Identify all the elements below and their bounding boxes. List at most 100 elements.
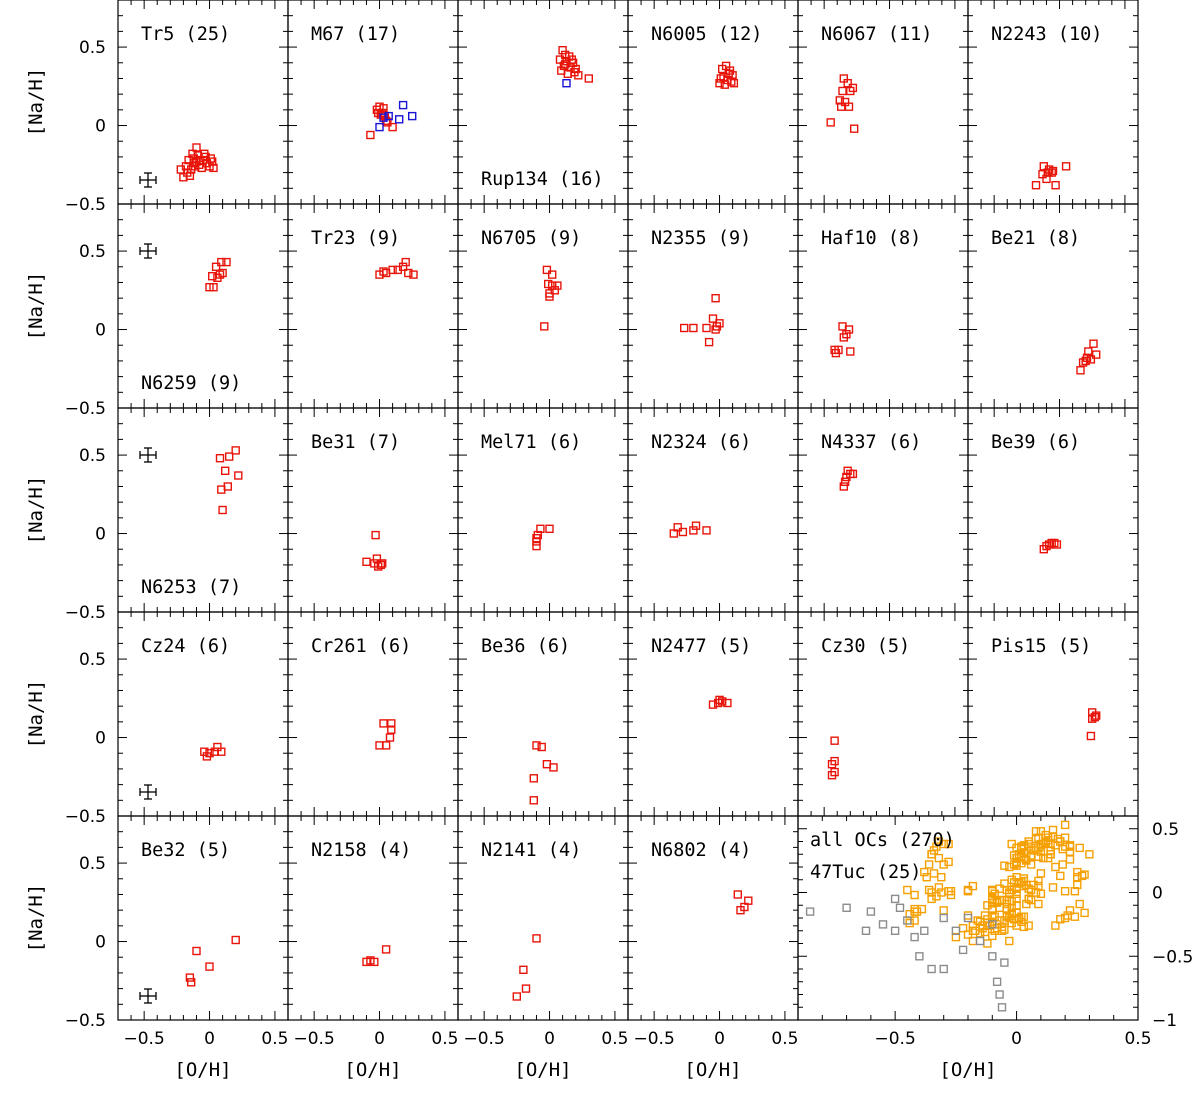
data-point-all-ocs: [1002, 904, 1012, 914]
data-point: [708, 314, 718, 323]
data-point-all-ocs: [1060, 842, 1070, 851]
data-point: [519, 965, 528, 974]
data-point: [1048, 166, 1058, 176]
data-point: [205, 962, 214, 971]
panel-label: Haf10 (8): [821, 228, 921, 249]
panel-label: N2355 (9): [651, 228, 751, 249]
data-point: [533, 530, 542, 540]
data-point: [1061, 162, 1071, 171]
data-point-all-ocs: [1060, 833, 1070, 842]
data-point-all-ocs: [939, 860, 948, 869]
data-point: [715, 319, 724, 328]
data-point: [1052, 540, 1062, 549]
data-point: [379, 104, 388, 113]
x-tick-label: 0.5: [1124, 1029, 1151, 1049]
data-point: [680, 323, 689, 333]
panel-label: N2324 (6): [651, 432, 751, 453]
data-point-all-ocs: [944, 887, 953, 896]
data-point: [711, 294, 720, 303]
data-point: [217, 257, 226, 267]
data-point-all-ocs: [922, 873, 931, 882]
data-point: [512, 992, 521, 1001]
x-tick-label: −0.5: [464, 1029, 505, 1049]
x-axis-label: [O/H]: [684, 1059, 741, 1081]
y-tick-label: 0: [95, 729, 106, 749]
data-point-all-ocs: [1048, 883, 1058, 892]
y-tick-label: 0: [95, 117, 106, 137]
data-point-all-ocs: [1000, 925, 1009, 934]
data-point-blue: [562, 78, 571, 88]
panel-label: N2141 (4): [481, 840, 581, 861]
data-point: [1090, 712, 1100, 722]
data-point-all-ocs: [934, 837, 944, 846]
data-point-all-ocs: [1060, 887, 1070, 896]
data-point: [1038, 169, 1047, 179]
data-point: [183, 168, 192, 177]
data-point-47tuc: [910, 932, 919, 942]
data-point-47tuc: [920, 926, 929, 935]
data-point: [826, 118, 835, 127]
data-point: [387, 725, 396, 734]
data-point: [542, 265, 552, 275]
y-tick-label: −0.5: [65, 603, 106, 623]
panel-label: Tr23 (9): [311, 228, 400, 249]
data-point-47tuc: [805, 907, 815, 916]
x-tick-label: −0.5: [294, 1029, 335, 1049]
data-point: [385, 733, 395, 742]
data-point-47tuc: [988, 952, 997, 961]
data-point-all-ocs: [910, 890, 919, 900]
data-point: [387, 719, 396, 728]
x-axis-label: [O/H]: [344, 1059, 401, 1081]
data-point-47tuc: [939, 913, 948, 923]
data-point-all-ocs: [939, 906, 948, 915]
data-point-all-ocs: [1036, 869, 1046, 878]
data-point-all-ocs: [1012, 908, 1021, 918]
data-point-all-ocs: [1063, 911, 1072, 920]
data-point-all-ocs: [1000, 861, 1009, 870]
data-point-all-ocs: [1085, 850, 1094, 859]
data-point: [1050, 538, 1059, 548]
data-point-47tuc: [995, 990, 1004, 999]
data-point-47tuc: [878, 920, 888, 929]
data-point: [834, 345, 843, 355]
data-point: [715, 78, 724, 88]
data-point: [584, 74, 593, 83]
data-point: [192, 946, 201, 956]
data-point: [521, 984, 531, 993]
y-tick-label-right: 0.5: [1152, 820, 1179, 840]
y-tick-label: 0.5: [79, 854, 106, 874]
x-tick-label: −0.5: [124, 1029, 165, 1049]
data-point-all-ocs: [1012, 884, 1021, 893]
data-point-all-ocs: [920, 867, 929, 877]
panel-label: Tr5 (25): [141, 24, 230, 45]
data-point-all-ocs: [1017, 843, 1026, 853]
data-point: [529, 796, 538, 805]
data-point-47tuc: [975, 936, 985, 946]
data-point: [388, 265, 397, 275]
data-point-all-ocs: [924, 860, 934, 869]
data-point-all-ocs: [929, 869, 939, 878]
data-point-47tuc: [866, 907, 876, 916]
data-point: [398, 262, 408, 271]
data-point: [1051, 180, 1060, 190]
y-tick-label: 0: [95, 933, 106, 953]
y-tick-label: −0.5: [65, 195, 106, 215]
x-tick-label: 0: [1011, 1029, 1022, 1049]
y-tick-label: −0.5: [65, 807, 106, 827]
x-tick-label: 0: [714, 1029, 725, 1049]
data-point: [404, 268, 413, 278]
panel-label: Be31 (7): [311, 432, 400, 453]
data-point-all-ocs: [1080, 908, 1089, 918]
data-point: [189, 158, 199, 168]
data-point-all-ocs: [1000, 879, 1009, 888]
data-point-all-ocs: [983, 939, 992, 948]
panel-label: N2158 (4): [311, 840, 411, 861]
legend-entry: all OCs (270): [810, 830, 955, 851]
data-point-all-ocs: [1073, 880, 1082, 890]
data-point: [843, 78, 852, 88]
data-point: [1091, 711, 1101, 720]
x-tick-label: −0.5: [875, 1029, 916, 1049]
data-point: [548, 270, 557, 279]
data-point: [848, 83, 858, 93]
data-point-47tuc: [890, 926, 900, 935]
